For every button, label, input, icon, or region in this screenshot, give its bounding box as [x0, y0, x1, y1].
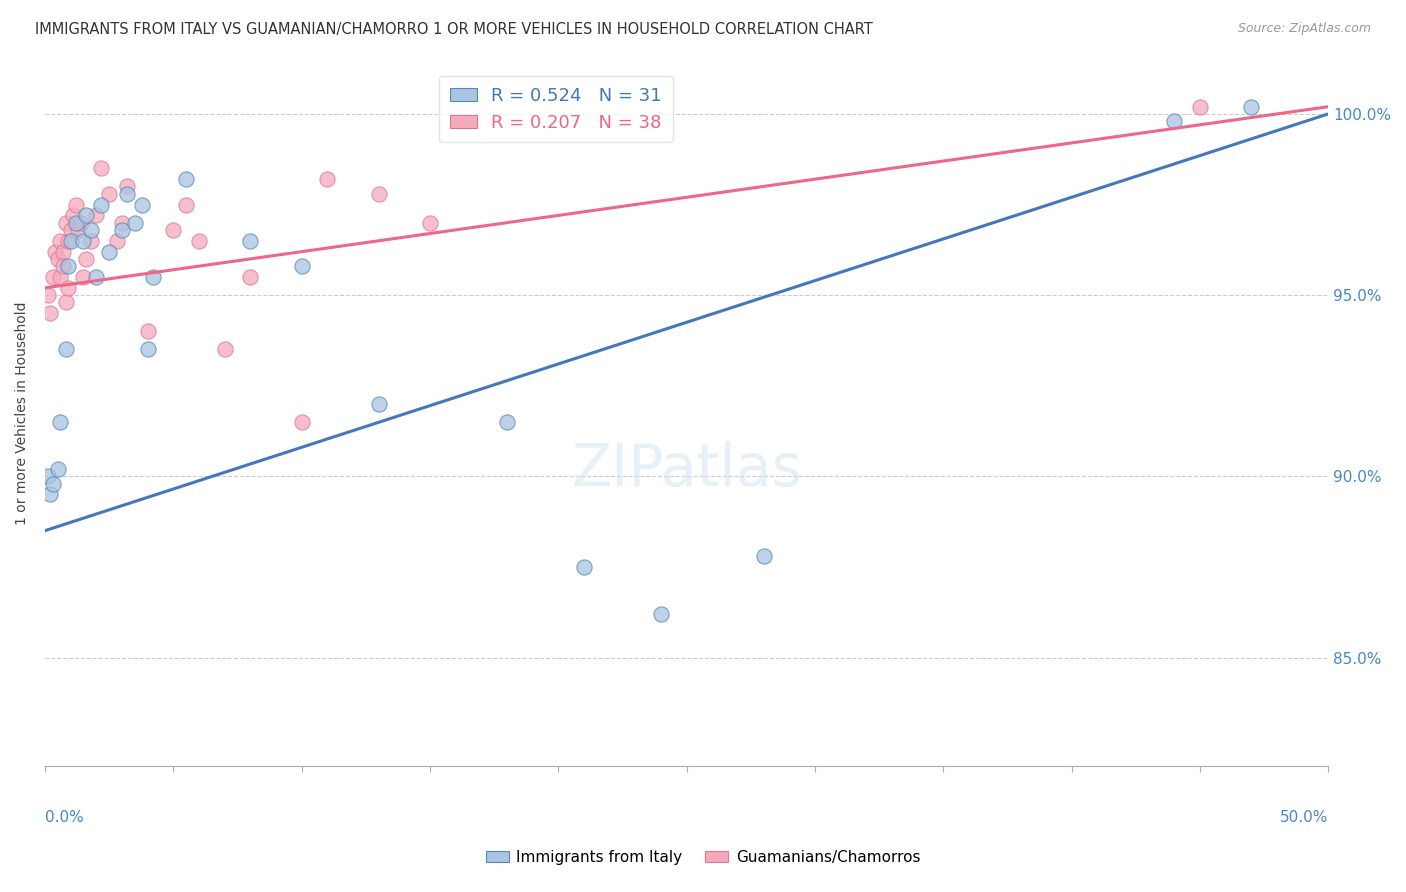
- Point: [52, 244, 75, 259]
- Point: [1163, 114, 1185, 128]
- Point: [84, 208, 107, 222]
- Point: [56, 281, 79, 295]
- Point: [37, 469, 59, 483]
- Point: [49, 270, 72, 285]
- Point: [80, 223, 103, 237]
- Point: [131, 197, 153, 211]
- Point: [136, 343, 159, 357]
- Point: [1240, 100, 1263, 114]
- Point: [115, 179, 138, 194]
- Point: [650, 607, 672, 621]
- Point: [70, 216, 93, 230]
- Text: Source: ZipAtlas.com: Source: ZipAtlas.com: [1237, 22, 1371, 36]
- Point: [174, 172, 197, 186]
- Point: [142, 270, 165, 285]
- Point: [291, 415, 314, 429]
- Point: [49, 415, 72, 429]
- Point: [49, 234, 72, 248]
- Point: [90, 161, 112, 176]
- Legend: Immigrants from Italy, Guamanians/Chamorros: Immigrants from Italy, Guamanians/Chamor…: [479, 844, 927, 871]
- Text: 50.0%: 50.0%: [1279, 810, 1329, 825]
- Text: ZIPatlas: ZIPatlas: [571, 441, 801, 498]
- Point: [162, 223, 184, 237]
- Point: [55, 343, 77, 357]
- Point: [72, 270, 94, 285]
- Point: [39, 487, 62, 501]
- Point: [65, 197, 87, 211]
- Point: [105, 234, 128, 248]
- Point: [367, 186, 389, 201]
- Point: [65, 216, 87, 230]
- Text: IMMIGRANTS FROM ITALY VS GUAMANIAN/CHAMORRO 1 OR MORE VEHICLES IN HOUSEHOLD CORR: IMMIGRANTS FROM ITALY VS GUAMANIAN/CHAMO…: [35, 22, 873, 37]
- Point: [52, 259, 75, 273]
- Point: [67, 223, 90, 237]
- Point: [214, 343, 236, 357]
- Point: [572, 560, 595, 574]
- Point: [291, 259, 314, 273]
- Point: [75, 208, 97, 222]
- Point: [59, 223, 82, 237]
- Point: [90, 197, 112, 211]
- Point: [37, 288, 59, 302]
- Point: [75, 252, 97, 266]
- Point: [72, 234, 94, 248]
- Point: [316, 172, 339, 186]
- Point: [752, 549, 775, 563]
- Point: [55, 295, 77, 310]
- Text: 0.0%: 0.0%: [45, 810, 84, 825]
- Point: [239, 270, 262, 285]
- Point: [188, 234, 211, 248]
- Point: [59, 234, 82, 248]
- Point: [56, 259, 79, 273]
- Point: [111, 216, 134, 230]
- Point: [98, 186, 121, 201]
- Point: [367, 397, 389, 411]
- Point: [239, 234, 262, 248]
- Point: [46, 252, 69, 266]
- Point: [124, 216, 146, 230]
- Point: [56, 234, 79, 248]
- Point: [46, 462, 69, 476]
- Point: [41, 476, 63, 491]
- Legend: R = 0.524   N = 31, R = 0.207   N = 38: R = 0.524 N = 31, R = 0.207 N = 38: [439, 76, 672, 143]
- Point: [41, 270, 63, 285]
- Point: [55, 216, 77, 230]
- Point: [98, 244, 121, 259]
- Point: [174, 197, 197, 211]
- Point: [39, 306, 62, 320]
- Point: [111, 223, 134, 237]
- Point: [496, 415, 519, 429]
- Point: [62, 208, 84, 222]
- Point: [419, 216, 441, 230]
- Point: [1188, 100, 1211, 114]
- Y-axis label: 1 or more Vehicles in Household: 1 or more Vehicles in Household: [15, 301, 30, 524]
- Point: [115, 186, 138, 201]
- Point: [136, 324, 159, 338]
- Point: [84, 270, 107, 285]
- Point: [80, 234, 103, 248]
- Point: [44, 244, 66, 259]
